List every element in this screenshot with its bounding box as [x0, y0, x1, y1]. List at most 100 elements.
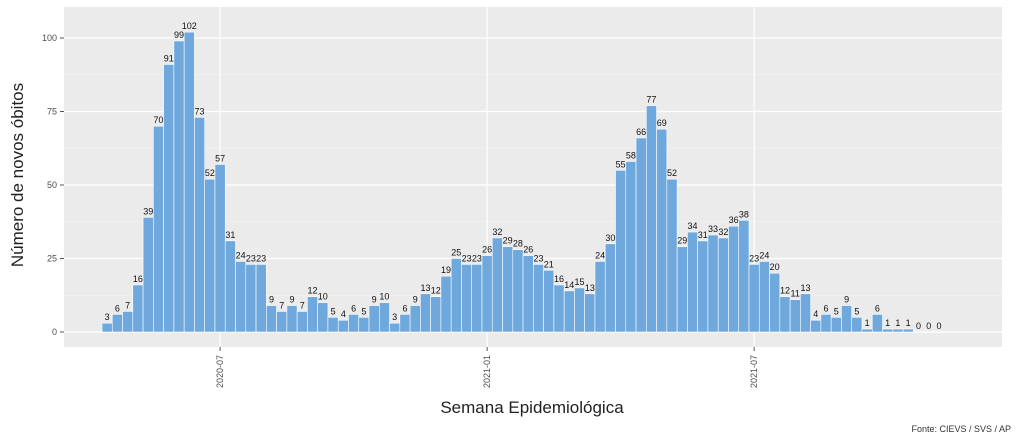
bar-value-label: 3 [392, 312, 397, 322]
bar [697, 240, 709, 333]
bar-value-label: 39 [143, 206, 153, 216]
bar [728, 225, 740, 333]
bar [471, 264, 483, 333]
bar-value-label: 0 [926, 321, 931, 331]
bar [676, 246, 688, 333]
bar [255, 264, 267, 333]
x-tick-label: 2021-07 [749, 355, 759, 388]
bar-value-label: 12 [308, 286, 318, 296]
bar [122, 311, 134, 333]
bar-value-label: 7 [279, 300, 284, 310]
bar-value-label: 5 [331, 306, 336, 316]
bar [666, 178, 678, 333]
bar-value-label: 26 [523, 245, 533, 255]
bar [779, 296, 791, 333]
bar-value-label: 99 [174, 30, 184, 40]
bar-value-label: 5 [361, 306, 366, 316]
bar-value-label: 7 [300, 300, 305, 310]
bar [800, 293, 811, 333]
bar [214, 164, 226, 333]
bar [491, 237, 503, 333]
bar [266, 305, 277, 333]
bar-value-label: 29 [677, 236, 687, 246]
bar [553, 284, 565, 333]
bar-value-label: 70 [153, 115, 163, 125]
bar-value-label: 52 [205, 168, 215, 178]
bar [656, 128, 668, 333]
bar [512, 249, 524, 333]
bar [235, 261, 247, 333]
bar-value-label: 26 [482, 245, 492, 255]
bar-value-label: 3 [105, 312, 110, 322]
bar [430, 296, 442, 333]
bar [584, 293, 596, 333]
bar [317, 302, 329, 333]
bar-value-label: 69 [657, 118, 667, 128]
bar-value-label: 58 [626, 150, 636, 160]
bar [276, 311, 288, 333]
bar-value-label: 34 [688, 221, 698, 231]
bar [748, 264, 760, 333]
bar-value-label: 4 [341, 309, 346, 319]
bar [871, 314, 883, 333]
bar [615, 170, 627, 333]
bar-value-label: 0 [936, 321, 941, 331]
bar [543, 269, 555, 333]
bar [574, 287, 585, 333]
bar-value-label: 15 [575, 277, 585, 287]
bar-value-label: 6 [824, 303, 829, 313]
bar-value-label: 6 [115, 303, 120, 313]
bar-value-label: 55 [616, 159, 626, 169]
bar [810, 319, 822, 333]
bar [358, 316, 370, 333]
bar-value-label: 57 [215, 153, 225, 163]
bar [882, 328, 894, 333]
y-axis-title: Número de novos óbitos [8, 82, 27, 268]
y-tick-label: 100 [42, 33, 57, 43]
bar [337, 319, 349, 333]
bar-value-label: 36 [729, 215, 739, 225]
bar-value-label: 0 [916, 321, 921, 331]
x-tick-label: 2021-01 [482, 355, 492, 388]
bar [563, 290, 575, 333]
x-tick-label: 2020-07 [215, 355, 225, 388]
bar [368, 305, 380, 333]
bar [173, 40, 185, 333]
bar-value-label: 13 [420, 283, 430, 293]
bar [594, 261, 606, 333]
bar [841, 305, 853, 333]
bar [717, 237, 729, 333]
bar-value-label: 24 [759, 250, 769, 260]
y-tick-label: 0 [52, 327, 57, 337]
bar-value-label: 91 [164, 53, 174, 63]
bar [153, 125, 164, 333]
bar-value-label: 32 [492, 227, 502, 237]
bar [450, 258, 462, 333]
bar [892, 328, 904, 333]
bar [111, 314, 123, 333]
bar [738, 219, 750, 333]
bar-value-label: 5 [834, 306, 839, 316]
bar [194, 117, 205, 333]
bar-value-label: 1 [906, 318, 911, 328]
bar-value-label: 9 [269, 295, 274, 305]
bar [481, 255, 493, 333]
bar-value-label: 9 [289, 295, 294, 305]
bar-value-label: 1 [895, 318, 900, 328]
bar-value-label: 11 [791, 289, 800, 299]
bar [307, 296, 318, 333]
bar [101, 322, 113, 333]
bar [820, 314, 832, 333]
bar [625, 161, 637, 333]
bar-value-label: 52 [667, 168, 677, 178]
y-tick-label: 75 [47, 107, 57, 117]
bar [378, 302, 390, 333]
bar-value-label: 66 [636, 127, 646, 137]
bar [758, 261, 770, 333]
bar-value-label: 38 [739, 209, 749, 219]
bar [245, 264, 257, 333]
bar-value-label: 23 [462, 253, 472, 263]
bar-value-label: 10 [318, 292, 328, 302]
